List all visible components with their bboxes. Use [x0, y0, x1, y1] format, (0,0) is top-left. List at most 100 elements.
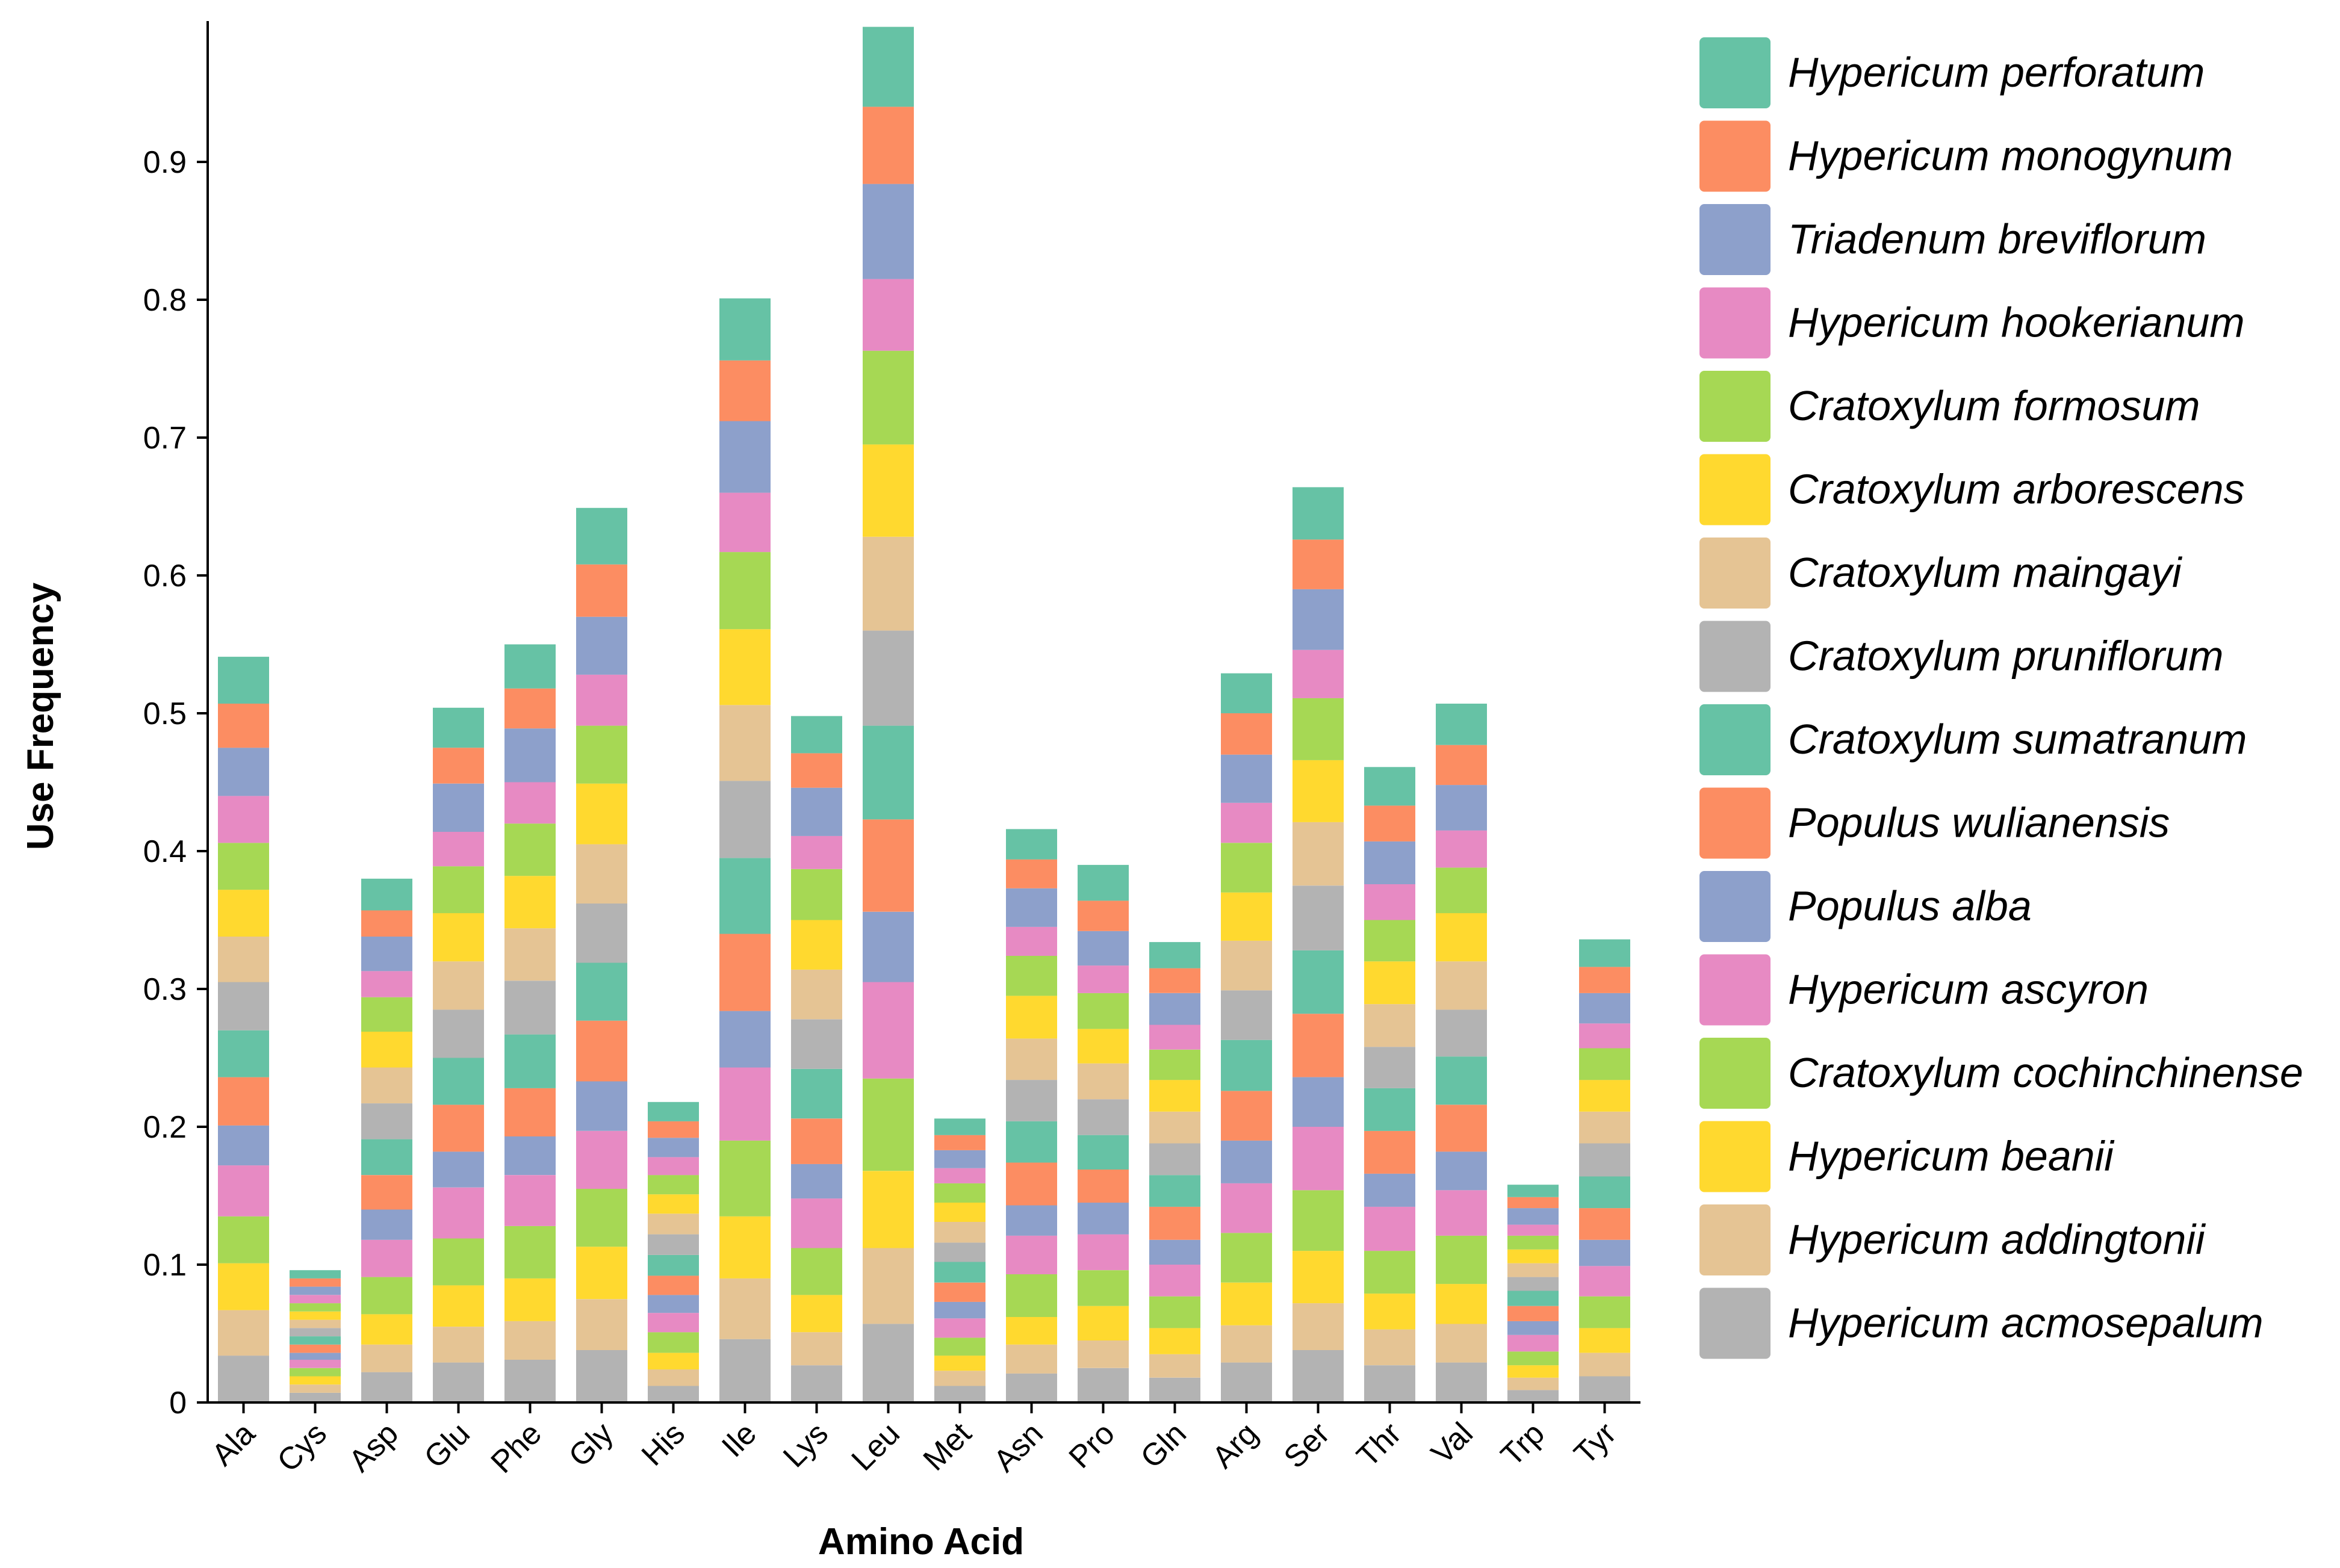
bar-segment	[1006, 1373, 1057, 1402]
bar-segment	[1507, 1291, 1559, 1306]
bar-segment	[791, 1198, 842, 1248]
bar-segment	[934, 1282, 985, 1302]
bar-stack-ala	[218, 657, 269, 1402]
bar-segment	[1006, 996, 1057, 1039]
bar-segment	[1149, 1377, 1200, 1402]
bar-segment	[1149, 1296, 1200, 1328]
y-tick-label: 0.1	[143, 1248, 187, 1283]
bar-segment	[433, 913, 484, 962]
bar-segment	[1507, 1306, 1559, 1321]
legend-label: Populus alba	[1788, 882, 2032, 929]
bar-segment	[1221, 1183, 1272, 1233]
bar-segment	[863, 911, 914, 982]
y-tick-label: 0.5	[143, 696, 187, 731]
bar-segment	[1364, 884, 1415, 920]
bar-segment	[290, 1270, 341, 1278]
legend-swatch	[1699, 871, 1771, 942]
bar-segment	[1078, 1340, 1129, 1368]
bar-segment	[576, 674, 627, 726]
bar-segment	[1221, 1282, 1272, 1325]
x-tick-label: Phe	[485, 1416, 548, 1480]
bar-segment	[1149, 1080, 1200, 1112]
bar-stack-tyr	[1579, 939, 1630, 1402]
bar-segment	[218, 843, 269, 890]
bar-segment	[1149, 1354, 1200, 1378]
legend-swatch	[1699, 621, 1771, 692]
legend-item: Hypericum beanii	[1699, 1121, 2115, 1192]
bar-segment	[218, 1216, 269, 1263]
bar-segment	[576, 1081, 627, 1131]
bar-segment	[433, 1009, 484, 1058]
bar-segment	[433, 707, 484, 748]
bar-segment	[1364, 961, 1415, 1005]
bar-segment	[1293, 589, 1344, 650]
bar-segment	[433, 961, 484, 1010]
bar-segment	[934, 1356, 985, 1371]
bar-segment	[576, 507, 627, 565]
bar-segment	[1507, 1235, 1559, 1250]
bar-segment	[719, 552, 771, 630]
bar-segment	[218, 982, 269, 1030]
bar-segment	[504, 644, 556, 689]
bar-segment	[290, 1368, 341, 1377]
bar-segment	[1293, 885, 1344, 950]
x-tick-label: Leu	[845, 1416, 907, 1477]
bar-segment	[1078, 1099, 1129, 1135]
bar-segment	[1436, 913, 1487, 962]
bar-segment	[1149, 1175, 1200, 1207]
bar-segment	[1221, 843, 1272, 893]
legend-swatch	[1699, 287, 1771, 359]
bar-segment	[218, 748, 269, 796]
bar-stack-gln	[1149, 942, 1200, 1402]
bar-segment	[1579, 967, 1630, 993]
bar-segment	[1507, 1321, 1559, 1335]
bar-segment	[504, 981, 556, 1035]
bar-segment	[791, 869, 842, 920]
bar-segment	[1436, 1362, 1487, 1402]
bar-segment	[433, 866, 484, 914]
bar-segment	[1436, 1009, 1487, 1057]
legend-item: Cratoxylum maingayi	[1699, 538, 2183, 609]
bar-segment	[433, 748, 484, 784]
bar-segment	[1078, 993, 1129, 1029]
bar-segment	[863, 350, 914, 445]
legend-label: Hypericum addingtonii	[1788, 1216, 2206, 1263]
bar-segment	[1293, 1127, 1344, 1191]
bar-segment	[1436, 1324, 1487, 1363]
bar-segment	[863, 1248, 914, 1324]
bar-segment	[290, 1344, 341, 1353]
x-tick-label: Glu	[418, 1416, 477, 1475]
bar-segment	[1006, 1162, 1057, 1206]
bar-segment	[791, 1068, 842, 1119]
bar-stack-cys	[290, 1270, 341, 1402]
bar-segment	[1579, 993, 1630, 1024]
bar-segment	[504, 1175, 556, 1226]
bar-segment	[1579, 1023, 1630, 1049]
legend-label: Hypericum ascyron	[1788, 966, 2149, 1013]
bar-segment	[863, 725, 914, 820]
bar-segment	[576, 616, 627, 675]
bar-segment	[934, 1371, 985, 1386]
y-tick-label: 0.3	[143, 972, 187, 1007]
bar-segment	[791, 1332, 842, 1366]
y-tick-label: 0.6	[143, 559, 187, 593]
legend-item: Populus alba	[1699, 871, 2032, 942]
y-tick-label: 0.7	[143, 421, 187, 456]
bar-segment	[1293, 649, 1344, 698]
bar-segment	[719, 1216, 771, 1278]
bar-segment	[1149, 1049, 1200, 1080]
y-tick-label: 0	[169, 1386, 187, 1421]
bar-segment	[1293, 760, 1344, 822]
bar-segment	[1221, 1233, 1272, 1283]
bar-segment	[1579, 1376, 1630, 1402]
bar-segment	[791, 716, 842, 754]
bar-segment	[934, 1337, 985, 1356]
bar-stack-ile	[719, 298, 771, 1402]
bar-segment	[1579, 1266, 1630, 1297]
bar-stack-ser	[1293, 487, 1344, 1402]
legend-item: Cratoxylum formosum	[1699, 371, 2200, 442]
bar-segment	[648, 1157, 699, 1176]
bar-segment	[361, 1032, 412, 1068]
bar-segment	[433, 1105, 484, 1152]
bar-segment	[934, 1222, 985, 1243]
